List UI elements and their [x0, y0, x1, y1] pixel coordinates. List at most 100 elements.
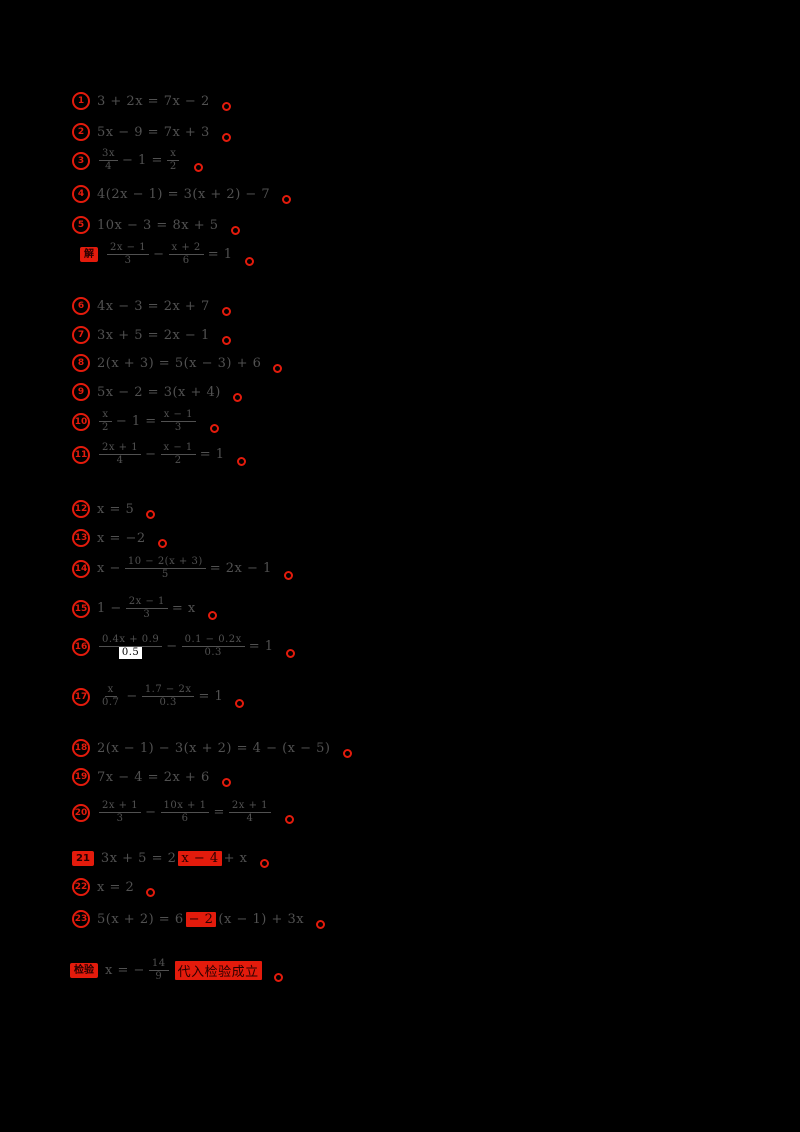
equation-segment: − 1 = [115, 414, 157, 429]
fraction: 0.4x + 0.9 0.5 [99, 634, 163, 659]
grading-mark-icon [193, 163, 203, 172]
problem-number-badge: 21 [72, 850, 94, 866]
problem-number-badge: 10 [72, 412, 90, 431]
equation-segment: 2(x − 1) − 3(x + 2) = 4 − (x − 5) [97, 740, 331, 756]
fraction-denominator: 0.7 [102, 697, 120, 708]
equation-segment: + x [223, 850, 248, 866]
problem-number-badge: 4 [72, 185, 90, 203]
equation-segment: 4(2x − 1) = 3(x + 2) − 7 [97, 186, 271, 202]
fraction-numerator: 3x [99, 148, 119, 161]
equation-text: x = −14 9 代入检验成立 [105, 958, 262, 983]
equation-segment: x = 2 [97, 879, 135, 895]
problem-row: 14 x − 10 − 2(x + 3) 5 = 2x − 1 [72, 556, 293, 581]
equation-segment: = 1 [248, 639, 274, 654]
problem-number-badge: 2 [72, 123, 90, 141]
equation-text: 5x − 2 = 3(x + 4) [97, 385, 221, 400]
fraction-numerator: x [167, 148, 180, 161]
problem-row: 13 x = −2 [72, 527, 167, 549]
equation-segment: (x − 1) + 3x [218, 911, 305, 927]
equation-segment: 1 − [97, 601, 122, 616]
grading-mark-icon [207, 611, 217, 620]
problem-number-badge: 1 [72, 92, 90, 110]
problem-number-badge: 7 [72, 326, 90, 344]
fraction-numerator: 2x − 1 [125, 596, 168, 609]
fraction-numerator: 2x + 1 [228, 800, 271, 813]
equation-text: 10x − 3 = 8x + 5 [97, 218, 219, 233]
solution-label-badge: 解 [80, 247, 98, 262]
fraction-denominator: 6 [182, 255, 190, 266]
equation-segment: = 1 [198, 689, 224, 704]
fraction: 10 − 2(x + 3) 5 [124, 556, 206, 581]
fraction-denominator: 4 [105, 161, 112, 172]
equation-segment: − [166, 639, 178, 654]
solution-label-badge: 检验 [70, 963, 98, 978]
fraction-numerator: x + 2 [168, 242, 204, 255]
grading-mark-icon [232, 393, 242, 402]
problem-row: 12 x = 5 [72, 498, 156, 520]
problem-number-badge: 6 [72, 297, 90, 315]
problem-row: 16 0.4x + 0.9 0.5 − 0.1 − 0.2x 0.3 = 1 [72, 634, 295, 659]
equation-segment: x = −2 [97, 530, 146, 546]
equation-segment: = 1 [199, 447, 225, 462]
grading-mark-icon [273, 973, 283, 982]
problem-row: 6 4x − 3 = 2x + 7 [72, 295, 231, 317]
grading-mark-icon [244, 257, 254, 266]
fraction-numerator: 2x + 1 [99, 800, 142, 813]
grading-mark-icon [285, 815, 294, 824]
problem-row: 7 3x + 5 = 2x − 1 [72, 324, 231, 346]
problem-number-badge: 11 [72, 445, 90, 464]
grading-mark-icon [221, 778, 231, 787]
problem-number-badge: 20 [72, 803, 90, 822]
equation-segment: 5(x + 2) = 6 [97, 911, 184, 927]
equation-segment: x = 5 [97, 501, 135, 517]
equation-segment: 2(x + 3) = 5(x − 3) + 6 [97, 355, 262, 371]
problem-number-badge: 9 [72, 383, 90, 401]
grading-mark-icon [221, 102, 231, 111]
fraction-denominator: 3 [124, 255, 132, 266]
fraction-denominator: 3 [116, 813, 124, 824]
problem-number-badge: 16 [72, 637, 90, 656]
equation-segment: 3 + 2x = 7x − 2 [97, 93, 210, 109]
equation-text: 5(x + 2) = 6 − 2 (x − 1) + 3x [97, 911, 305, 927]
problem-number-badge: 5 [72, 216, 90, 234]
problem-row: 9 5x − 2 = 3(x + 4) [72, 381, 242, 403]
equation-text: x = 2 [97, 880, 134, 895]
grading-mark-icon [221, 133, 231, 142]
equation-text: x 0.7 − 1.7 − 2x 0.3 = 1 [97, 684, 223, 709]
fraction-numerator: x [104, 684, 117, 697]
problem-row: 4 4(2x − 1) = 3(x + 2) − 7 [72, 183, 292, 205]
problem-number-badge: 15 [72, 599, 90, 618]
equation-segment: 10x − 3 = 8x + 5 [97, 217, 219, 233]
fraction: 1.7 − 2x 0.3 [141, 684, 195, 709]
fraction: 14 9 [148, 958, 169, 983]
problem-row: 17 x 0.7 − 1.7 − 2x 0.3 = 1 [72, 684, 245, 709]
equation-text: 3x + 5 = 2x − 1 [97, 328, 210, 343]
problem-row: 检验 x = −14 9 代入检验成立 [70, 958, 283, 983]
fraction: x 0.7 [99, 684, 122, 709]
problem-row: 23 5(x + 2) = 6 − 2 (x − 1) + 3x [72, 908, 326, 930]
grading-mark-icon [221, 307, 231, 316]
problem-row: 8 2(x + 3) = 5(x − 3) + 6 [72, 352, 283, 374]
fraction: 0.1 − 0.2x 0.3 [181, 634, 245, 659]
equation-segment: − 1 = [122, 153, 163, 168]
equation-text: x = 5 [97, 502, 134, 517]
red-highlight-segment: − 2 [185, 911, 217, 927]
grading-mark-icon [146, 510, 156, 519]
problem-number-badge: 3 [72, 151, 90, 170]
problem-number-badge: 19 [72, 768, 90, 786]
fraction-numerator: x [99, 409, 112, 422]
fraction-numerator: 10x + 1 [160, 800, 210, 813]
fraction-denominator: 3 [174, 422, 182, 433]
